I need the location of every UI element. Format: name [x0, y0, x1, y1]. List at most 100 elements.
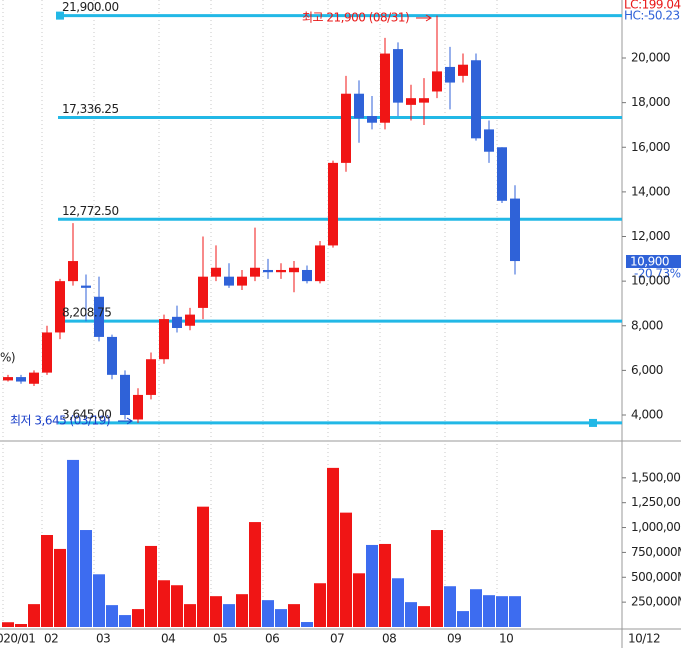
level-label: 17,336.25: [62, 102, 119, 116]
candle-body: [198, 276, 208, 308]
candle-body: [250, 267, 260, 277]
volume-bar: [41, 535, 53, 627]
candle-body: [510, 198, 520, 262]
volume-bar: [275, 609, 287, 627]
volume-bar: [444, 586, 456, 627]
volume-bar: [67, 459, 79, 627]
low-annotation: 최저 3,645 (03/19): [10, 414, 110, 428]
volume-bar: [262, 600, 274, 627]
candle-body: [146, 359, 156, 395]
volume-bar: [93, 574, 105, 627]
volume-bar: [223, 604, 235, 627]
candle-body: [263, 269, 273, 273]
y-tick-label: 20,000: [631, 51, 670, 65]
candle-body: [81, 285, 91, 288]
volume-bar: [392, 578, 404, 627]
y-tick-label: 14,000: [631, 184, 670, 198]
plot: [2, 14, 622, 627]
last-price: 10,900: [630, 255, 669, 269]
x-tick-label: 2020/01: [0, 632, 35, 646]
high-arrowhead: [425, 14, 432, 22]
x-tick-label: 02: [44, 632, 58, 646]
candle-body: [133, 394, 143, 420]
volume-bar: [314, 583, 326, 627]
volume-bar: [418, 606, 430, 627]
candle-body: [367, 116, 377, 123]
volume-bar: [210, 596, 222, 627]
candle-body: [406, 98, 416, 105]
candle-body: [16, 377, 26, 382]
candle-body: [471, 60, 481, 139]
candle-body: [432, 71, 442, 92]
candle-body: [419, 98, 429, 103]
y-tick-label: 6,000: [631, 363, 663, 377]
volume-bar: [327, 467, 339, 627]
volume-bar: [197, 506, 209, 627]
x-tick-label: 07: [330, 632, 344, 646]
volume-bar: [405, 602, 417, 627]
candle-body: [458, 64, 468, 76]
volume-bar: [431, 530, 443, 627]
volume-bar: [106, 605, 118, 627]
y-tick-label: 12,000: [631, 229, 670, 243]
candle-body: [172, 316, 182, 328]
y-tick-label: 750,000M: [631, 545, 681, 559]
candle-body: [328, 162, 338, 246]
volume-bar: [2, 622, 14, 627]
candle-body: [302, 269, 312, 282]
volume-bar: [457, 611, 469, 627]
candle-body: [380, 53, 390, 123]
volume-bar: [301, 622, 313, 627]
y-tick-label: 250,000M: [631, 595, 681, 609]
candle-body: [120, 374, 130, 416]
candle-body: [29, 372, 39, 384]
volume-bar: [80, 530, 92, 627]
volume-bar: [28, 604, 40, 627]
level-label: 21,900.00: [62, 0, 119, 14]
level-label: 12,772.50: [62, 204, 119, 218]
volume-bar: [483, 595, 495, 627]
volume-bar: [470, 589, 482, 627]
volume-bar: [236, 594, 248, 627]
x-tick-label: 09: [447, 632, 461, 646]
candle-body: [393, 49, 403, 103]
price-box: [626, 255, 681, 268]
volume-bar: [288, 604, 300, 627]
volume-bar: [509, 596, 521, 627]
grid: [2, 0, 498, 629]
candle-body: [42, 332, 52, 373]
y-tick-label: 4,000: [631, 408, 663, 422]
change-label: -20.73%: [634, 267, 681, 281]
y-tick-label: 500,000M: [631, 570, 681, 584]
volume-bar: [145, 545, 157, 627]
volume-bar: [119, 615, 131, 627]
candle-body: [159, 319, 169, 360]
y-tick-label: 1,000,000: [631, 520, 681, 534]
level-label: 8,208.75: [62, 306, 111, 320]
x-tick-label: 03: [96, 632, 110, 646]
left-label: %): [0, 351, 15, 365]
low-arrowhead: [126, 417, 133, 425]
high-annotation: 최고 21,900 (08/31): [302, 11, 409, 25]
volume-bar: [496, 596, 508, 627]
y-tick-label: 16,000: [631, 140, 670, 154]
candle-body: [445, 66, 455, 83]
x-tick-label: 10: [499, 632, 513, 646]
candle-body: [289, 267, 299, 273]
volume-bar: [249, 522, 261, 627]
x-tick-label: 04: [161, 632, 175, 646]
candle-body: [354, 93, 364, 119]
hc-label: HC:-50.23: [624, 9, 680, 23]
x-tick-label: 08: [382, 632, 396, 646]
candle-body: [224, 276, 234, 286]
candle-body: [341, 93, 351, 163]
volume-bar: [15, 624, 27, 627]
lc-label: LC:199.04: [624, 0, 681, 12]
y-tick-label: 18,000: [631, 95, 670, 109]
candle-body: [185, 314, 195, 326]
x-tick-label: 05: [213, 632, 227, 646]
candle-body: [55, 281, 65, 333]
candle-body: [94, 296, 104, 337]
y-tick-label: 1,250,000: [631, 495, 681, 509]
